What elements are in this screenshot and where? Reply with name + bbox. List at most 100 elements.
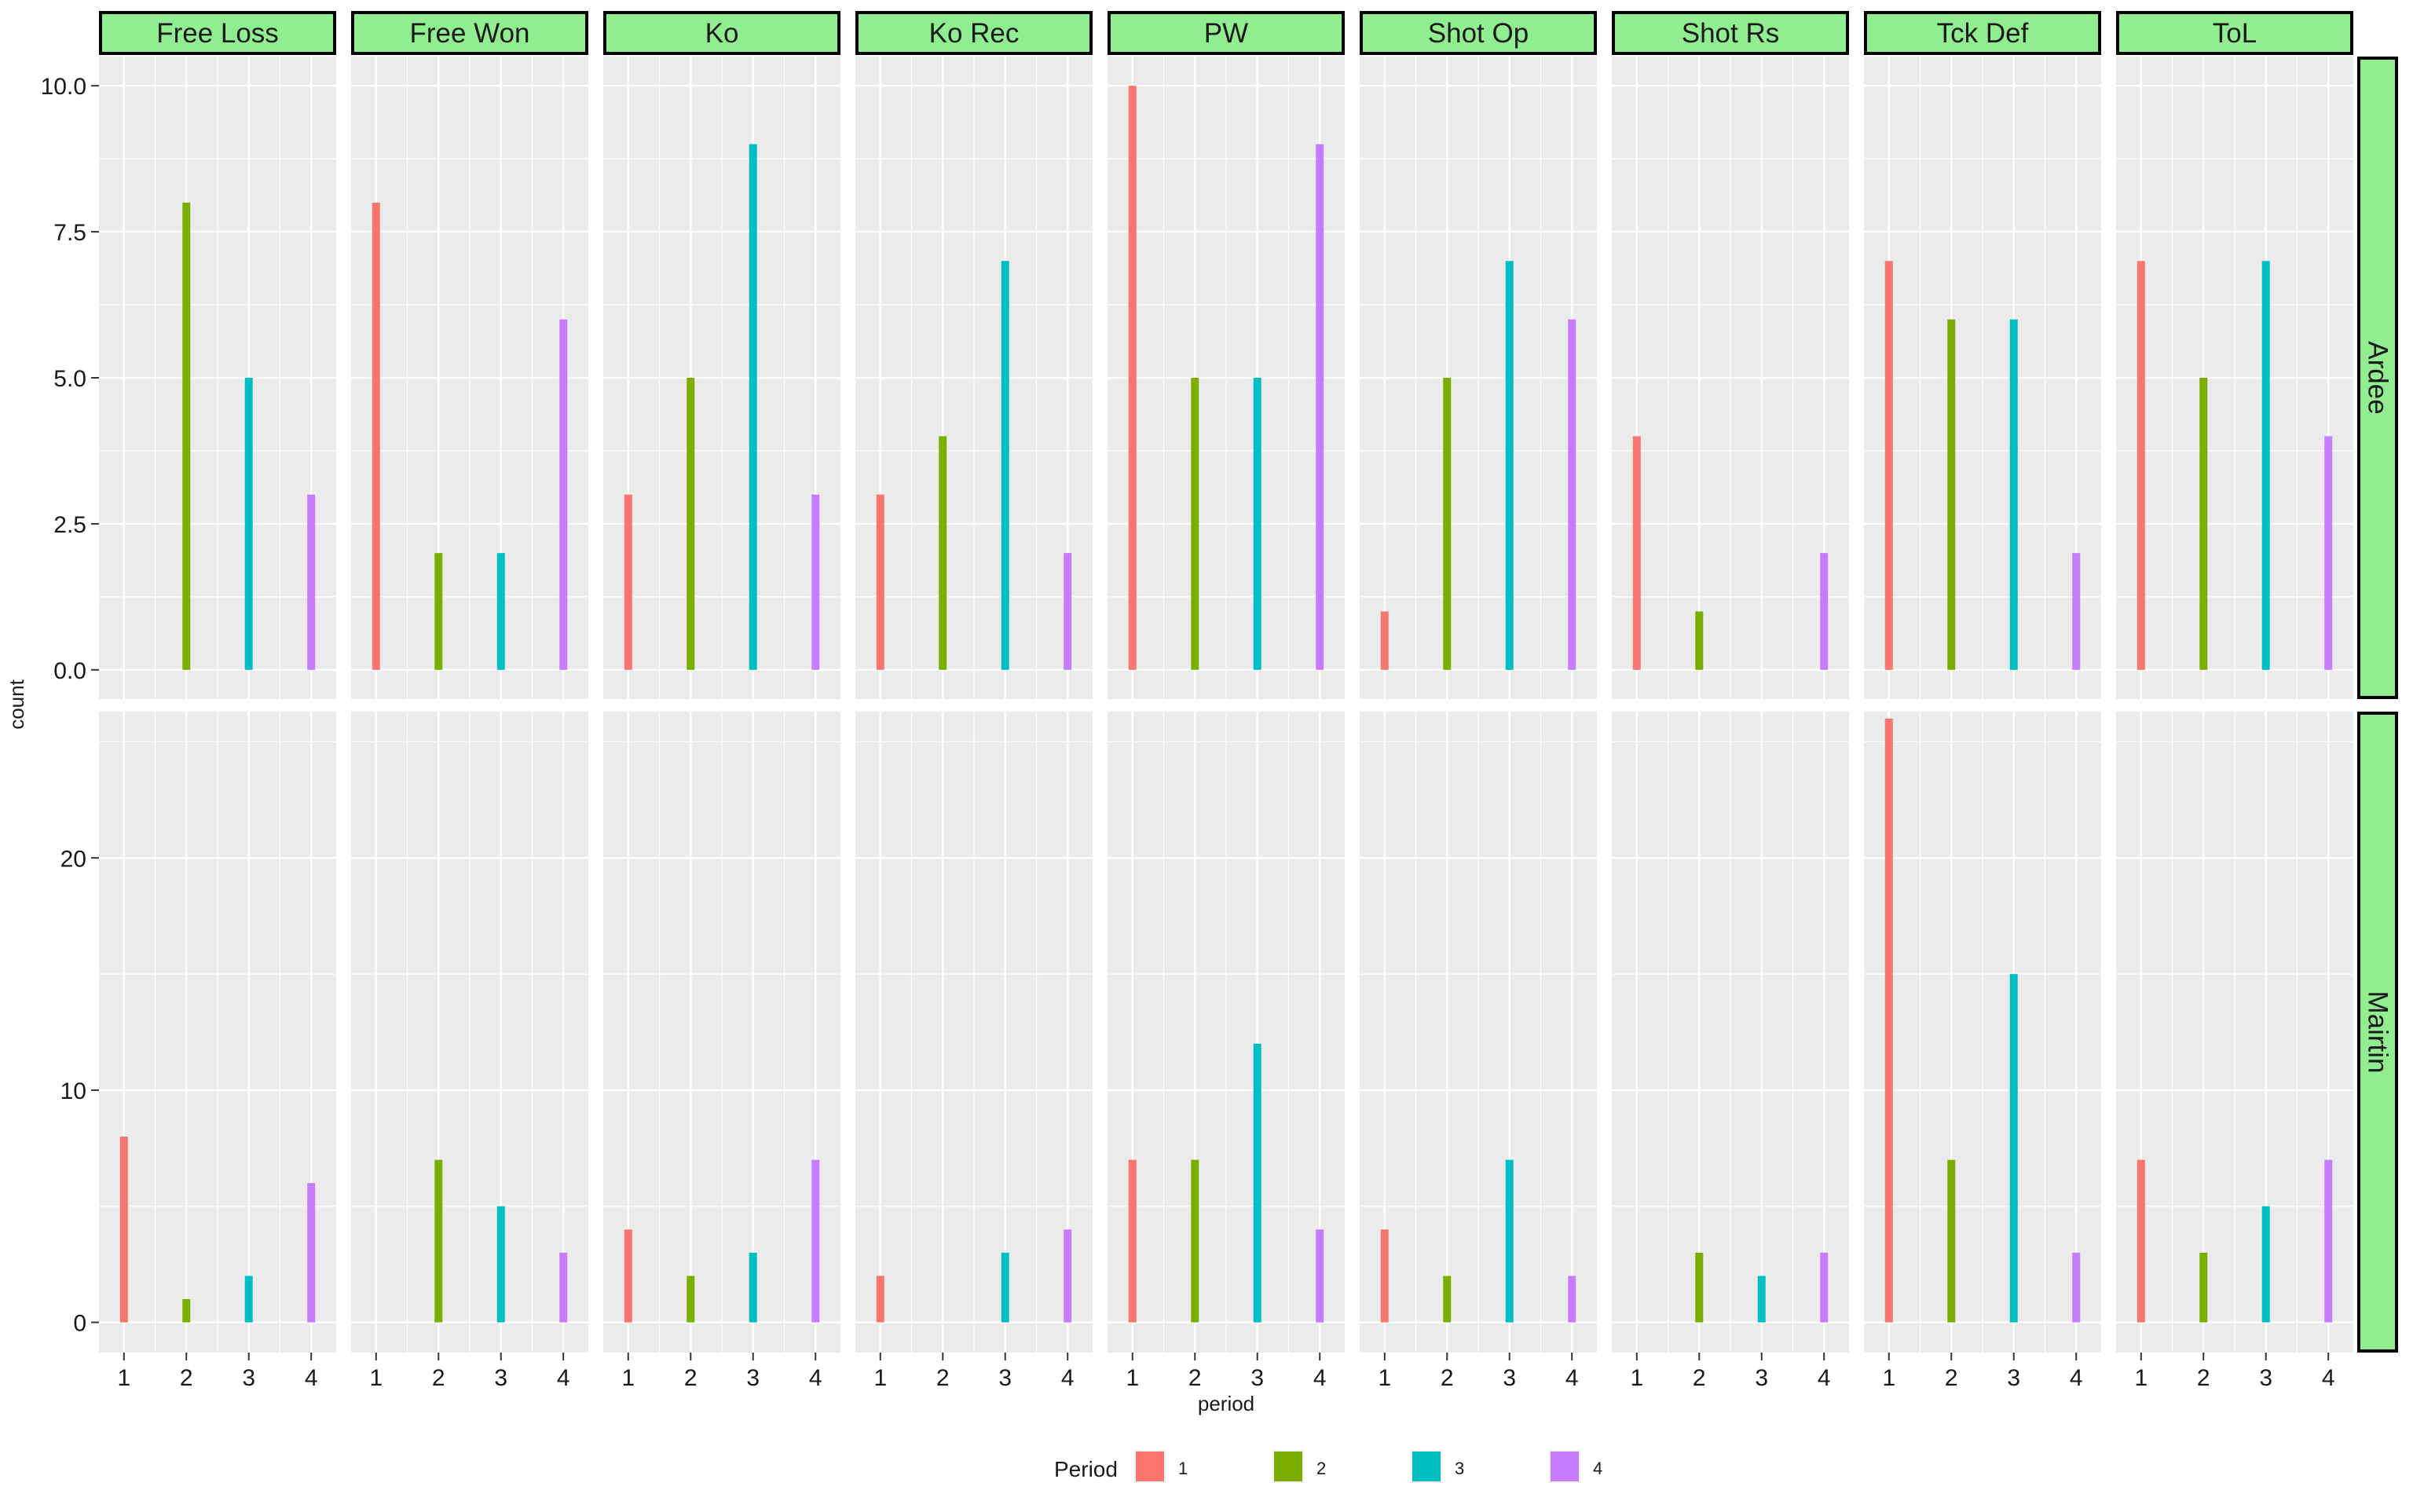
legend-label-2: 2 [1316, 1459, 1326, 1478]
bar-ardee-shot-op-period-3 [1505, 261, 1514, 670]
bar-ardee-pw-period-2 [1191, 378, 1199, 670]
y-tick-label: 10 [60, 1078, 86, 1104]
bar-ardee-shot-rs-period-4 [1820, 553, 1829, 670]
x-tick-label: 2 [1945, 1365, 1958, 1391]
x-tick-label: 3 [2007, 1365, 2020, 1391]
x-tick-label: 4 [1818, 1365, 1831, 1391]
x-tick-label: 3 [494, 1365, 507, 1391]
bar-mairtin-pw-period-3 [1253, 1043, 1261, 1323]
x-tick-label: 3 [1250, 1365, 1264, 1391]
facet-strip-label-shot-op: Shot Op [1428, 18, 1529, 49]
bar-ardee-free-loss-period-3 [244, 378, 253, 670]
bar-mairtin-free-loss-period-1 [119, 1137, 128, 1323]
x-tick-label: 4 [1565, 1365, 1579, 1391]
x-tick-label: 1 [1882, 1365, 1895, 1391]
y-axis-title: count [5, 679, 28, 729]
bar-ardee-tck-def-period-3 [2009, 319, 2018, 670]
bar-mairtin-free-won-period-3 [496, 1206, 505, 1323]
y-tick-label: 2.5 [53, 512, 86, 538]
facet-strip-tck-def [1864, 11, 2101, 55]
bar-mairtin-ko-period-4 [811, 1159, 820, 1323]
x-tick-label: 4 [809, 1365, 822, 1391]
facet-strip-shot-op [1360, 11, 1597, 55]
bar-mairtin-free-loss-period-4 [307, 1183, 316, 1323]
x-tick-label: 1 [873, 1365, 887, 1391]
bar-mairtin-shot-op-period-3 [1505, 1159, 1514, 1323]
bar-ardee-free-won-period-1 [372, 202, 380, 670]
bar-mairtin-ko-rec-period-4 [1064, 1229, 1072, 1323]
facet-strip-label-tck-def: Tck Def [1937, 18, 2029, 49]
bar-mairtin-free-won-period-4 [559, 1252, 568, 1323]
bar-mairtin-tol-period-2 [2199, 1252, 2208, 1323]
bar-ardee-ko-rec-period-2 [939, 436, 947, 670]
bar-ardee-ko-period-2 [687, 378, 695, 670]
row-strip-mairtin [2357, 712, 2398, 1353]
bar-mairtin-tol-period-4 [2324, 1159, 2333, 1323]
x-tick-label: 3 [242, 1365, 255, 1391]
bar-mairtin-shot-op-period-1 [1380, 1229, 1389, 1323]
bar-ardee-free-loss-period-2 [182, 202, 191, 670]
bar-mairtin-pw-period-4 [1316, 1229, 1324, 1323]
bar-ardee-pw-period-1 [1128, 86, 1137, 670]
bar-mairtin-ko-period-1 [624, 1229, 632, 1323]
x-tick-label: 1 [117, 1365, 130, 1391]
bar-ardee-shot-op-period-1 [1380, 611, 1389, 670]
x-tick-label: 1 [621, 1365, 635, 1391]
bar-ardee-free-won-period-4 [559, 319, 568, 670]
bar-ardee-ko-rec-period-4 [1064, 553, 1072, 670]
bar-ardee-shot-op-period-2 [1443, 378, 1452, 670]
x-tick-label: 3 [998, 1365, 1012, 1391]
legend-swatch-2 [1274, 1452, 1302, 1481]
x-tick-label: 4 [1061, 1365, 1075, 1391]
facet-strip-label-ko: Ko [705, 18, 739, 49]
x-tick-label: 1 [2134, 1365, 2148, 1391]
x-tick-label: 3 [2259, 1365, 2272, 1391]
x-tick-label: 2 [684, 1365, 698, 1391]
legend-swatch-1 [1136, 1452, 1164, 1481]
bar-ardee-shot-rs-period-1 [1632, 436, 1641, 670]
bar-mairtin-free-won-period-2 [434, 1159, 443, 1323]
y-tick-label: 7.5 [53, 220, 86, 246]
facet-strip-label-free-loss: Free Loss [156, 18, 279, 49]
x-tick-label: 3 [746, 1365, 760, 1391]
y-tick-label: 5.0 [53, 366, 86, 392]
bar-mairtin-shot-op-period-4 [1568, 1276, 1576, 1323]
x-tick-label: 2 [2197, 1365, 2210, 1391]
facet-strip-label-ko-rec: Ko Rec [929, 18, 1020, 49]
facet-strip-shot-rs [1612, 11, 1849, 55]
bar-ardee-pw-period-4 [1316, 144, 1324, 670]
facet-strip-free-won [351, 11, 588, 55]
facet-strip-tol [2116, 11, 2353, 55]
facet-strip-label-free-won: Free Won [409, 18, 529, 49]
bar-ardee-shot-rs-period-2 [1695, 611, 1704, 670]
row-strip-label-ardee: Ardee [2363, 341, 2393, 414]
facet-strip-pw [1108, 11, 1345, 55]
legend-label-1: 1 [1178, 1459, 1188, 1478]
facet-strip-ko [603, 11, 840, 55]
bar-ardee-tol-period-4 [2324, 436, 2333, 670]
bar-ardee-tck-def-period-2 [1947, 319, 1956, 670]
bar-ardee-ko-rec-period-1 [876, 494, 884, 670]
bar-ardee-free-won-period-3 [496, 553, 505, 670]
legend-swatch-3 [1412, 1452, 1441, 1481]
x-tick-label: 2 [1693, 1365, 1706, 1391]
row-strip-label-mairtin: Mairtin [2363, 990, 2393, 1073]
x-tick-label: 4 [2070, 1365, 2083, 1391]
bar-mairtin-free-loss-period-2 [182, 1299, 191, 1323]
bar-ardee-tol-period-3 [2261, 261, 2270, 670]
bar-mairtin-tck-def-period-3 [2009, 974, 2018, 1323]
x-tick-label: 1 [1630, 1365, 1643, 1391]
x-tick-label: 2 [936, 1365, 950, 1391]
x-tick-label: 3 [1755, 1365, 1768, 1391]
x-axis-title: period [1198, 1392, 1254, 1415]
bar-mairtin-shot-op-period-2 [1443, 1276, 1452, 1323]
facet-strip-ko-rec [855, 11, 1093, 55]
x-tick-label: 2 [1441, 1365, 1454, 1391]
facet-strip-free-loss [99, 11, 336, 55]
bar-mairtin-ko-rec-period-3 [1001, 1252, 1009, 1323]
legend-label-3: 3 [1455, 1459, 1464, 1478]
x-tick-label: 4 [2322, 1365, 2335, 1391]
bar-mairtin-tck-def-period-4 [2072, 1252, 2081, 1323]
bar-mairtin-free-loss-period-3 [244, 1276, 253, 1323]
bar-ardee-tol-period-2 [2199, 378, 2208, 670]
